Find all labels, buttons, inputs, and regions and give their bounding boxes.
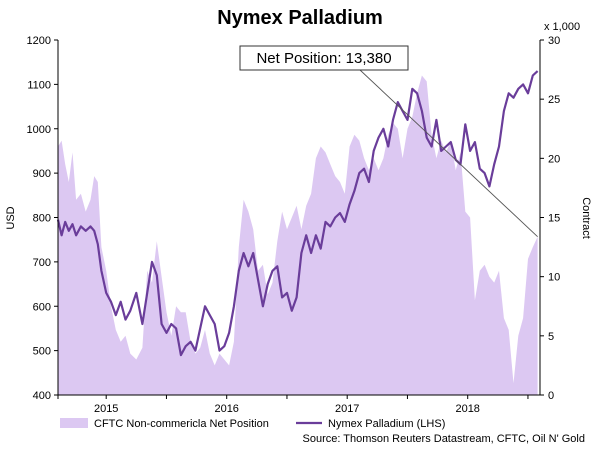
- left-tick-label: 1200: [27, 35, 51, 47]
- right-axis-multiplier: x 1,000: [544, 21, 580, 33]
- chart-title: Nymex Palladium: [217, 7, 383, 29]
- legend-label-net-position: CFTC Non-commericla Net Position: [94, 418, 269, 430]
- area-series-net-position: [58, 75, 538, 395]
- left-tick-label: 700: [33, 257, 51, 269]
- left-axis-ticks: 400 500 600 700 800 900 1000 1100 1200: [27, 35, 58, 402]
- annotation-box: [239, 45, 409, 71]
- right-tick-label: 25: [548, 94, 560, 106]
- right-tick-label: 10: [548, 272, 560, 284]
- legend: CFTC Non-commericla Net Position Nymex P…: [60, 418, 445, 430]
- left-tick-label: 900: [33, 168, 51, 180]
- right-tick-label: 0: [548, 390, 554, 402]
- left-tick-label: 1000: [27, 124, 51, 136]
- left-tick-label: 1100: [27, 79, 51, 91]
- right-tick-label: 30: [548, 35, 560, 47]
- right-axis-ticks: 0 5 10 15 20 25 30: [540, 35, 560, 402]
- source-note: Source: Thomson Reuters Datastream, CFTC…: [303, 433, 586, 445]
- left-tick-label: 500: [33, 346, 51, 358]
- right-tick-label: 15: [548, 213, 560, 225]
- legend-swatch-net-position: [60, 418, 88, 428]
- right-axis-label: Contract: [580, 197, 592, 239]
- plot-area: Net Position: 13,380: [56, 40, 540, 395]
- legend-label-palladium: Nymex Palladium (LHS): [328, 418, 445, 430]
- x-tick-label: 2018: [455, 403, 479, 415]
- x-tick-label: 2017: [335, 403, 359, 415]
- left-tick-label: 600: [33, 301, 51, 313]
- left-axis-label: USD: [5, 206, 17, 229]
- x-axis-ticks: 2015 2016 2017 2018: [57, 395, 529, 415]
- right-tick-label: 5: [548, 331, 554, 343]
- annotation-text: Net Position: 13,380: [256, 50, 391, 67]
- x-tick-label: 2015: [94, 403, 118, 415]
- x-tick-label: 2016: [214, 403, 238, 415]
- annotation-leader-line: [359, 69, 538, 237]
- right-tick-label: 20: [548, 153, 560, 165]
- left-tick-label: 400: [33, 390, 51, 402]
- left-tick-label: 800: [33, 213, 51, 225]
